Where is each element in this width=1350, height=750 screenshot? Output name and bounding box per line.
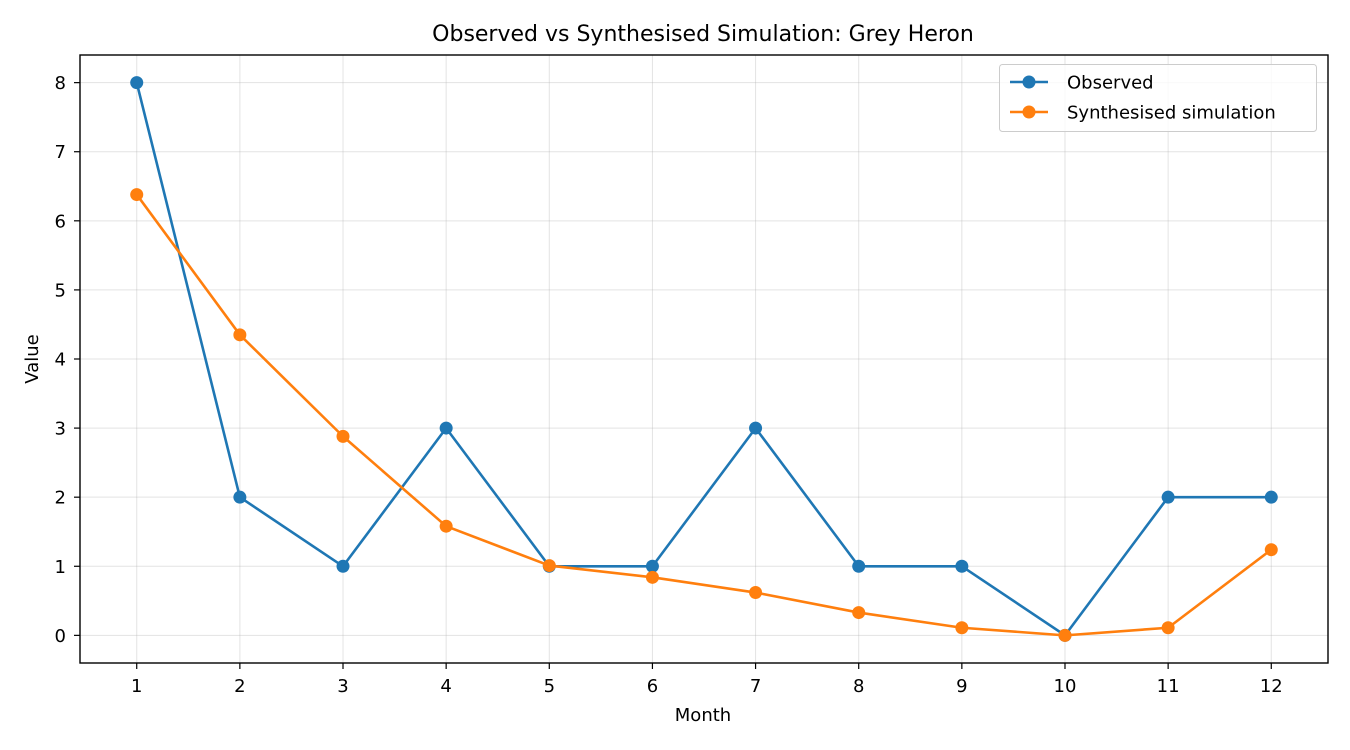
x-tick-label: 11 (1157, 676, 1180, 697)
x-tick-label: 6 (647, 676, 658, 697)
legend-entries: Observed Synthesised simulation (1010, 73, 1276, 124)
observed-point (336, 559, 350, 573)
chart-title: Observed vs Synthesised Simulation: Grey… (432, 22, 974, 47)
y-tick-label: 2 (55, 488, 66, 509)
legend-label: Synthesised simulation (1067, 103, 1276, 124)
series-group (130, 76, 1278, 642)
x-tick-label: 8 (853, 676, 864, 697)
synthesised-simulation-point (130, 188, 144, 202)
synthesised-simulation-point (645, 570, 659, 584)
synthesised-simulation-point (852, 606, 866, 620)
legend-marker (1022, 105, 1036, 119)
synthesised-simulation-point (1058, 628, 1072, 642)
synthesised-simulation-point (233, 328, 247, 342)
observed-line (135, 82, 1272, 637)
synthesised-simulation-point (955, 621, 969, 635)
x-tick-label: 10 (1054, 676, 1077, 697)
synthesised-simulation-point (749, 586, 763, 600)
y-axis: 0 1 2 3 4 5 6 7 8 (55, 73, 80, 647)
observed-point (1264, 490, 1278, 504)
x-tick-label: 9 (956, 676, 967, 697)
legend-label: Observed (1067, 73, 1154, 94)
grid-lines (80, 55, 1328, 663)
x-tick-label: 3 (337, 676, 348, 697)
y-tick-label: 5 (55, 280, 66, 301)
legend-entry-observed: Observed (1010, 73, 1154, 94)
y-tick-label: 4 (55, 350, 66, 371)
observed-point (233, 490, 247, 504)
observed-point (852, 559, 866, 573)
synthesised-simulation-point (1161, 621, 1175, 635)
observed-point (749, 421, 763, 435)
y-tick-label: 3 (55, 419, 66, 440)
x-tick-label: 12 (1260, 676, 1283, 697)
y-tick-label: 8 (55, 73, 66, 94)
y-tick-label: 6 (55, 211, 66, 232)
synthesised-simulation-point (439, 519, 453, 533)
x-tick-label: 4 (440, 676, 451, 697)
x-axis-label: Month (675, 705, 731, 726)
x-tick-label: 2 (234, 676, 245, 697)
synthesised-simulation-line (135, 193, 1273, 637)
synthesised-simulation-point (336, 429, 350, 443)
synthesised-simulation-series (130, 188, 1278, 642)
observed-point (439, 421, 453, 435)
synthesised-simulation-point (542, 559, 556, 573)
x-tick-label: 7 (750, 676, 761, 697)
y-axis-label: Value (22, 334, 43, 383)
legend-entry-synthesised-simulation: Synthesised simulation (1010, 103, 1276, 124)
x-tick-label: 5 (544, 676, 555, 697)
observed-point (1161, 490, 1175, 504)
x-axis: 1 2 3 4 5 6 7 8 9 10 11 12 (131, 663, 1283, 697)
observed-point (955, 559, 969, 573)
legend-box (999, 64, 1317, 132)
y-tick-label: 0 (55, 626, 66, 647)
legend-marker (1022, 75, 1036, 89)
y-tick-label: 7 (55, 142, 66, 163)
observed-point (645, 559, 659, 573)
x-tick-label: 1 (131, 676, 142, 697)
legend: Observed Synthesised simulation (999, 64, 1317, 132)
y-tick-label: 1 (55, 557, 66, 578)
observed-point (130, 76, 144, 90)
synthesised-simulation-point (1264, 543, 1278, 557)
